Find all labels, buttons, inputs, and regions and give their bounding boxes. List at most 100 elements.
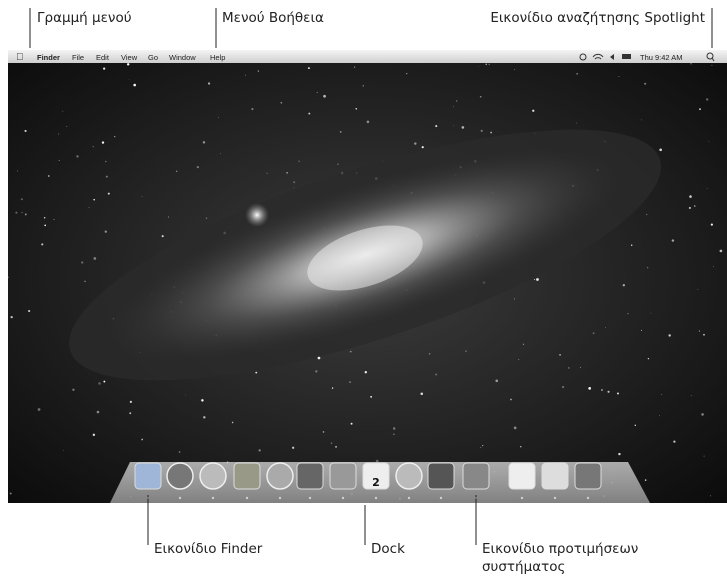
dock-icon[interactable]: [234, 463, 260, 489]
calendar-date: 2: [372, 476, 380, 489]
star: [66, 126, 67, 127]
dock-icon[interactable]: [575, 463, 601, 489]
star: [102, 141, 104, 143]
star: [435, 374, 437, 376]
dock-indicator: [554, 497, 556, 499]
star: [142, 196, 143, 197]
dock-icon[interactable]: [542, 463, 568, 489]
star: [713, 266, 714, 267]
star: [168, 217, 169, 218]
star: [646, 214, 647, 215]
star: [580, 367, 581, 368]
star: [711, 65, 712, 66]
star: [514, 299, 515, 300]
apple-menu[interactable]: : [16, 52, 24, 63]
dock-icon[interactable]: [297, 463, 323, 489]
dock-icon[interactable]: [267, 463, 293, 489]
star: [41, 243, 43, 245]
star: [315, 370, 317, 372]
star: [286, 172, 287, 173]
star: [523, 344, 524, 345]
star: [704, 456, 705, 457]
menu-item[interactable]: Help: [210, 53, 225, 62]
menu-item[interactable]: View: [121, 53, 138, 62]
star: [645, 479, 646, 480]
star: [114, 136, 115, 137]
star: [659, 415, 660, 416]
star: [208, 82, 210, 84]
star: [669, 334, 671, 336]
star: [17, 171, 18, 172]
dock-icon[interactable]: [167, 463, 193, 489]
dock-icon[interactable]: [330, 463, 356, 489]
star: [370, 396, 372, 398]
star: [480, 447, 481, 448]
star: [105, 231, 107, 233]
star: [44, 217, 45, 218]
star: [706, 98, 708, 100]
star: [84, 281, 86, 283]
star: [206, 218, 207, 219]
star: [28, 310, 30, 312]
star: [292, 447, 294, 449]
star: [708, 141, 709, 142]
star: [576, 123, 577, 124]
star: [294, 188, 295, 189]
star: [141, 439, 143, 441]
star: [81, 261, 83, 263]
menu-clock[interactable]: Thu 9:42 AM: [640, 53, 683, 62]
star: [672, 239, 674, 241]
dock-icon[interactable]: [428, 463, 454, 489]
dock-icon[interactable]: [135, 463, 161, 489]
star: [393, 434, 394, 435]
star: [562, 386, 564, 388]
star: [129, 79, 130, 80]
menu-item[interactable]: Window: [169, 53, 196, 62]
star: [673, 440, 675, 442]
star: [631, 245, 632, 246]
star: [689, 195, 692, 198]
dock-icon[interactable]: [463, 463, 489, 489]
star: [465, 351, 466, 352]
star: [203, 416, 205, 418]
star: [127, 63, 129, 65]
star: [701, 413, 704, 416]
star: [354, 67, 355, 68]
dock-indicator: [279, 497, 281, 499]
star: [462, 126, 465, 129]
star: [58, 134, 59, 135]
menu-item[interactable]: Go: [148, 53, 158, 62]
menu-item[interactable]: File: [72, 53, 84, 62]
battery-icon[interactable]: [622, 54, 631, 59]
star: [298, 160, 299, 161]
star: [130, 401, 132, 403]
star: [703, 334, 705, 336]
dock-icon[interactable]: [396, 463, 422, 489]
star: [106, 176, 108, 178]
callout-label: Dock: [371, 541, 405, 557]
star: [641, 119, 642, 120]
star: [7, 277, 9, 279]
star: [89, 207, 90, 208]
star: [518, 359, 519, 360]
star: [97, 411, 100, 414]
star: [495, 380, 498, 383]
star: [323, 431, 325, 433]
star: [25, 213, 27, 215]
menu-item[interactable]: Finder: [37, 53, 60, 62]
star: [323, 95, 326, 98]
star: [414, 142, 416, 144]
star: [44, 225, 46, 227]
star: [105, 161, 107, 163]
star: [661, 394, 662, 395]
star: [93, 146, 94, 147]
screenshot-figure:  Finder File Edit View Go Window Help T…: [0, 0, 727, 577]
star: [536, 278, 539, 281]
dock-icon[interactable]: [200, 463, 226, 489]
menu-item[interactable]: Edit: [96, 53, 110, 62]
dock-indicator: [408, 497, 410, 499]
dock-icon[interactable]: [509, 463, 535, 489]
callout-label: Μενού Βοήθεια: [222, 10, 324, 26]
star: [203, 141, 205, 143]
star: [133, 84, 136, 87]
